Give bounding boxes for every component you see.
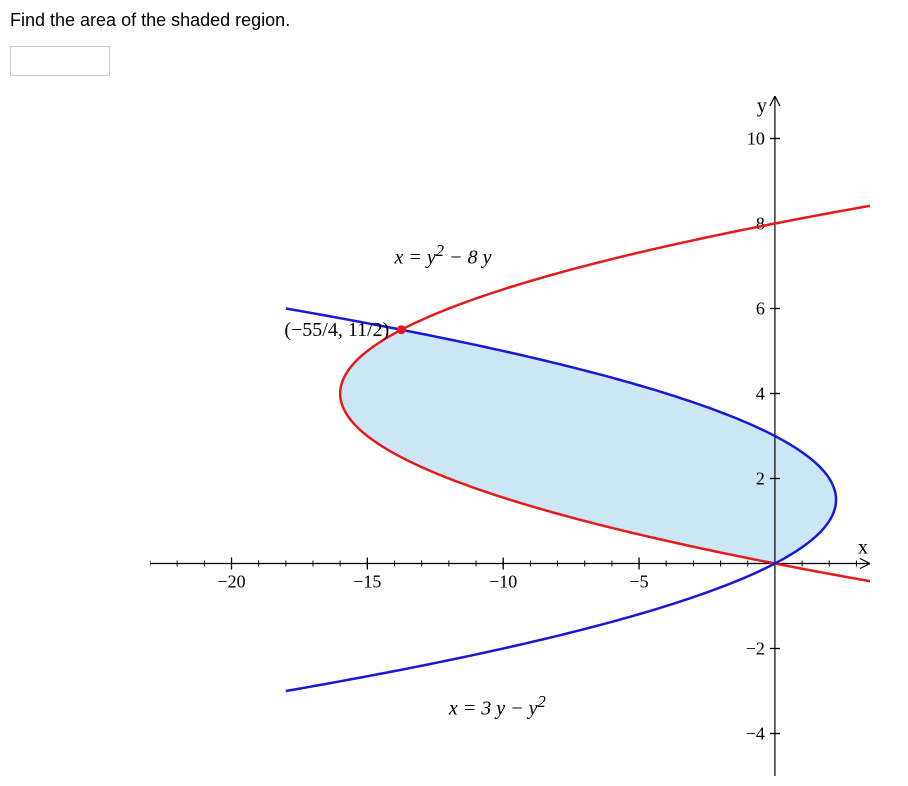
prompt-text: Find the area of the shaded region. (10, 10, 898, 31)
y-tick-label: 2 (756, 469, 765, 489)
y-axis-label: y (757, 96, 767, 117)
shaded-region (340, 330, 836, 564)
chart-container: −20 −15 −10 −5 −4 −2 2 4 6 8 10 x y (−55/4, 11/2) x =… (150, 96, 870, 776)
y-tick-label: −2 (746, 639, 765, 659)
intersection-label: (−55/4, 11/2) (284, 319, 389, 341)
curve1-eq-label: x = y2 − 8 y (395, 241, 492, 270)
x-tick-label: −10 (489, 572, 517, 592)
x-tick-label: −15 (353, 572, 381, 592)
y-tick-label: 4 (756, 384, 765, 404)
intersection-point (397, 325, 406, 334)
answer-input[interactable] (10, 46, 110, 76)
y-tick-label: 8 (756, 214, 765, 234)
x-axis-label: x (858, 537, 868, 559)
y-tick-label: −4 (746, 724, 765, 744)
curve2-eq-label: x = 3 y − y2 (449, 692, 546, 721)
chart-svg: −20 −15 −10 −5 −4 −2 2 4 6 8 10 x y (−55/4, 11/2) (150, 96, 870, 776)
x-tick-label: −5 (629, 572, 648, 592)
y-tick-label: 10 (747, 129, 765, 149)
x-tick-label: −20 (217, 572, 245, 592)
y-tick-label: 6 (756, 299, 765, 319)
